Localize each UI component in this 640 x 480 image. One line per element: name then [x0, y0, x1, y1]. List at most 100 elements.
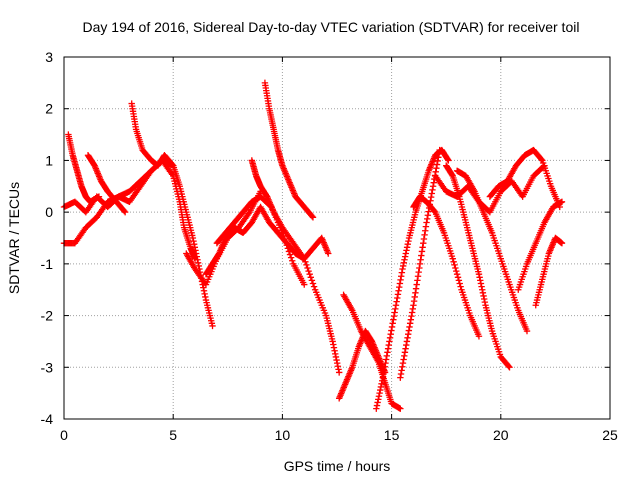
data-point	[423, 215, 431, 223]
chart-title: Day 194 of 2016, Sidereal Day-to-day VTE…	[83, 19, 580, 35]
data-point	[283, 242, 290, 249]
data-point	[399, 363, 406, 370]
data-point	[413, 281, 420, 288]
data-point	[475, 333, 483, 340]
data-point	[433, 164, 440, 172]
series-arc-21	[432, 162, 548, 216]
data-point	[403, 341, 410, 349]
data-point	[334, 363, 342, 370]
y-tick-label: 3	[45, 49, 53, 65]
data-point	[392, 305, 399, 313]
data-point	[384, 349, 391, 356]
data-point	[475, 271, 483, 278]
data-point	[382, 356, 390, 363]
data-point	[267, 202, 274, 210]
data-point	[406, 323, 413, 331]
x-tick-label: 20	[493, 427, 509, 443]
data-point	[192, 247, 199, 254]
data-point	[451, 261, 458, 269]
data-point	[391, 309, 398, 316]
data-point	[304, 264, 311, 272]
data-point	[375, 393, 383, 400]
data-point	[389, 320, 396, 327]
data-point	[420, 235, 428, 243]
data-point	[436, 146, 443, 154]
data-point	[541, 162, 548, 169]
data-point	[397, 405, 404, 412]
data-point	[416, 264, 423, 272]
data-point	[335, 366, 342, 373]
data-point	[402, 250, 409, 257]
data-point	[558, 198, 566, 205]
x-axis-label: GPS time / hours	[284, 458, 391, 474]
data-point	[399, 262, 407, 270]
data-point	[401, 253, 409, 260]
data-point	[400, 259, 408, 267]
data-point	[394, 294, 401, 302]
data-point	[401, 256, 408, 263]
data-point	[333, 356, 340, 364]
data-point	[388, 327, 395, 334]
data-point	[379, 374, 387, 381]
series-arc-5	[128, 100, 216, 330]
x-tick-label: 0	[60, 427, 68, 443]
series-arc-12	[340, 291, 404, 412]
series-arc-16	[443, 162, 513, 371]
data-point	[201, 290, 208, 298]
data-point	[405, 237, 412, 245]
series-arc-4	[84, 152, 129, 216]
data-point	[286, 251, 294, 258]
data-point	[310, 283, 318, 290]
data-point	[558, 239, 566, 247]
data-point	[325, 250, 332, 257]
x-tick-label: 5	[169, 427, 177, 443]
data-point	[395, 287, 402, 294]
data-point	[331, 347, 338, 354]
data-point	[418, 248, 426, 255]
series-arc-13	[373, 146, 452, 412]
data-point	[412, 289, 419, 297]
data-point	[301, 281, 308, 288]
data-point	[540, 163, 547, 170]
data-point	[424, 212, 432, 219]
data-point	[450, 258, 457, 265]
data-point	[192, 250, 200, 257]
data-point	[456, 280, 463, 287]
data-point	[422, 227, 429, 234]
data-point	[414, 277, 421, 284]
data-point	[409, 305, 416, 313]
data-point	[332, 353, 340, 361]
data-point	[411, 293, 418, 301]
y-axis-label: SDTVAR / TECUs	[6, 182, 22, 294]
data-point	[393, 298, 400, 305]
data-point	[379, 377, 386, 384]
data-point	[408, 312, 415, 320]
data-point	[309, 280, 317, 287]
data-point	[453, 271, 461, 278]
data-point	[403, 247, 410, 254]
data-point	[380, 370, 387, 378]
data-point	[284, 245, 292, 252]
data-point	[429, 186, 436, 194]
y-tick-label: -1	[41, 256, 54, 272]
data-point	[477, 277, 484, 284]
data-point	[381, 363, 389, 370]
data-point	[386, 338, 393, 345]
y-tick-labels: -4 -3 -2 -1 0 1 2 3	[41, 49, 54, 427]
data-point	[390, 316, 397, 323]
x-tick-label: 10	[275, 427, 291, 443]
data-point	[383, 352, 390, 360]
data-point	[435, 154, 442, 161]
data-point	[506, 364, 513, 371]
data-point	[404, 330, 412, 338]
data-point	[478, 283, 485, 290]
data-point	[400, 356, 407, 363]
y-tick-label: -2	[41, 308, 54, 324]
data-point	[330, 341, 337, 348]
data-point	[307, 274, 314, 281]
y-tick-label: 2	[45, 101, 53, 117]
x-tick-labels: 0 5 10 15 20 25	[60, 427, 618, 443]
data-point	[397, 370, 405, 378]
data-point	[388, 323, 396, 331]
